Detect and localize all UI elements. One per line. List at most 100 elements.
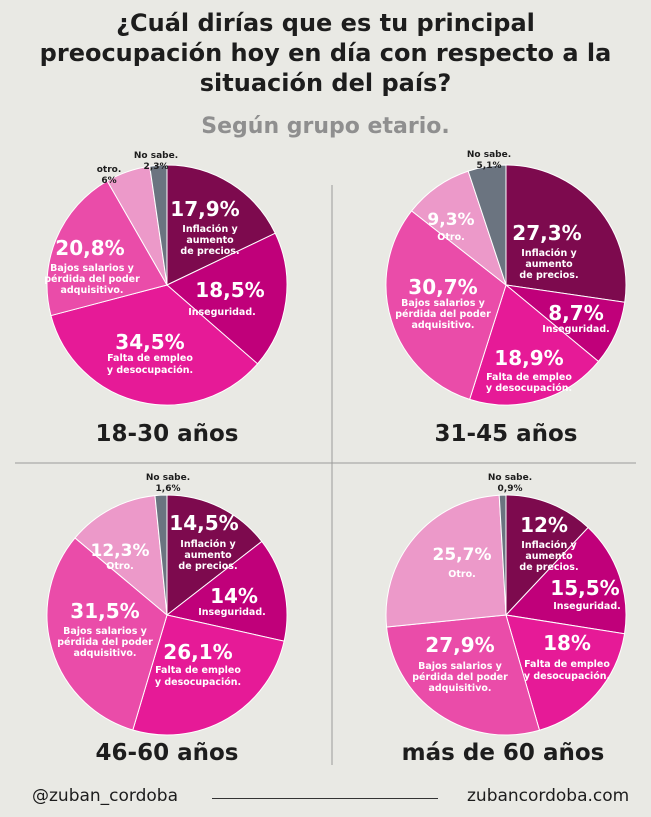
- label-salarios-pct: 31,5%: [70, 599, 139, 623]
- label-inseguridad-pct: 14%: [210, 584, 258, 608]
- slice-nosabe: [467, 164, 507, 286]
- label-inflacion-text: de precios.: [519, 562, 578, 573]
- label-inflacion-pct: 14,5%: [169, 511, 238, 535]
- slice-nosabe: [498, 494, 507, 616]
- title-line-3: situación del país?: [199, 69, 452, 97]
- label-inflacion-text: aumento: [525, 259, 573, 270]
- label-nosabe-name: No sabe.: [467, 150, 511, 160]
- label-inflacion-text: aumento: [186, 235, 234, 246]
- label-empleo-text: Falta de empleo: [155, 665, 241, 676]
- label-empleo-pct: 26,1%: [163, 640, 232, 664]
- label-inseguridad-text: Inseguridad.: [198, 607, 266, 618]
- label-salarios-text: pérdida del poder: [412, 672, 508, 683]
- label-salarios-text: Bajos salarios y: [63, 626, 148, 637]
- subtitle: Según grupo etario.: [201, 114, 450, 139]
- slice-salarios: [385, 210, 507, 400]
- label-empleo-text: Falta de empleo: [524, 659, 610, 670]
- label-empleo-text: y desocupación.: [486, 383, 572, 394]
- label-salarios-text: pérdida del poder: [395, 309, 491, 320]
- label-empleo-text: y desocupación.: [155, 677, 241, 688]
- slice-otro: [74, 495, 168, 617]
- label-salarios-pct: 30,7%: [408, 275, 477, 299]
- label-empleo-pct: 34,5%: [115, 330, 184, 354]
- label-nosabe-pct: 1,6%: [156, 484, 181, 494]
- label-inseguridad-text: Inseguridad.: [542, 324, 610, 335]
- title-line-2: preocupación hoy en día con respecto a l…: [39, 39, 612, 67]
- label-empleo-text: Falta de empleo: [107, 353, 193, 364]
- label-inflacion-text: de precios.: [178, 561, 237, 572]
- slice-salarios: [46, 180, 168, 317]
- chart-title-1: 18-30 años: [96, 421, 239, 447]
- label-nosabe-pct: 5,1%: [477, 161, 502, 171]
- label-salarios-text: adquisitivo.: [60, 285, 123, 296]
- slice-empleo: [469, 284, 600, 406]
- chart-title-3: 46-60 años: [96, 740, 239, 766]
- slice-otro: [385, 494, 507, 628]
- slice-nosabe: [149, 164, 168, 286]
- slice-inflacion: [505, 164, 627, 303]
- slice-inseguridad: [165, 540, 288, 642]
- footer-rule: [212, 798, 438, 799]
- label-inflacion-text: aumento: [184, 550, 232, 561]
- slice-inflacion: [505, 494, 589, 617]
- label-inseguridad-pct: 18,5%: [195, 278, 264, 302]
- label-inflacion-text: de precios.: [180, 246, 239, 257]
- label-inseguridad-pct: 8,7%: [548, 301, 603, 325]
- label-inseguridad-text: Inseguridad.: [553, 601, 621, 612]
- slice-empleo: [505, 614, 626, 731]
- label-nosabe-pct: 0,9%: [498, 484, 523, 494]
- label-nosabe-name: No sabe.: [146, 473, 190, 483]
- label-salarios-text: adquisitivo.: [428, 683, 491, 694]
- slice-empleo: [50, 284, 259, 406]
- label-salarios-pct: 20,8%: [55, 236, 124, 260]
- slice-inflacion: [166, 494, 263, 617]
- label-inflacion-text: Inflación y: [521, 248, 577, 259]
- title-line-1: ¿Cuál dirías que es tu principal: [116, 9, 535, 37]
- slice-inseguridad: [504, 526, 627, 635]
- label-inseguridad-text: Inseguridad.: [188, 307, 256, 318]
- label-empleo-text: y desocupación.: [524, 671, 610, 682]
- label-salarios-text: adquisitivo.: [411, 320, 474, 331]
- label-inflacion-text: Inflación y: [180, 539, 236, 550]
- chart-title-2: 31-45 años: [435, 421, 578, 447]
- label-salarios-text: pérdida del poder: [44, 274, 140, 285]
- label-nosabe-pct: 2,3%: [144, 162, 169, 172]
- chart-title-4: más de 60 años: [402, 740, 605, 766]
- label-empleo-text: y desocupación.: [107, 365, 193, 376]
- slice-empleo: [132, 614, 285, 736]
- page-title: ¿Cuál dirías que es tu principal preocup…: [0, 8, 651, 98]
- label-otro-text: Otro.: [448, 569, 475, 580]
- footer-site[interactable]: zubancordoba.com: [467, 786, 630, 806]
- label-empleo-pct: 18,9%: [494, 346, 563, 370]
- slice-nosabe: [154, 494, 168, 616]
- label-otro-pct: 25,7%: [433, 545, 492, 565]
- label-otro-pct: 12,3%: [91, 541, 150, 561]
- slice-salarios: [386, 614, 541, 736]
- label-inflacion-text: Inflación y: [182, 224, 238, 235]
- label-salarios-pct: 27,9%: [425, 633, 494, 657]
- slice-inflacion: [166, 164, 276, 286]
- label-inflacion-text: Inflación y: [521, 540, 577, 551]
- label-inflacion-pct: 12%: [520, 513, 568, 537]
- label-inseguridad-pct: 15,5%: [550, 576, 619, 600]
- slice-salarios: [46, 537, 168, 731]
- label-salarios-text: Bajos salarios y: [418, 661, 503, 672]
- label-inflacion-pct: 27,3%: [512, 221, 581, 245]
- label-salarios-text: Bajos salarios y: [50, 263, 135, 274]
- label-nosabe-name: No sabe.: [134, 151, 178, 161]
- label-salarios-text: Bajos salarios y: [401, 298, 486, 309]
- label-empleo-pct: 18%: [543, 631, 591, 655]
- slice-inseguridad: [166, 232, 288, 365]
- label-salarios-text: adquisitivo.: [73, 648, 136, 659]
- label-inflacion-pct: 17,9%: [170, 197, 239, 221]
- label-empleo-text: Falta de empleo: [486, 372, 572, 383]
- label-otro-pct: 9,3%: [427, 210, 474, 230]
- footer-handle[interactable]: @zuban_cordoba: [32, 786, 179, 806]
- label-otro-text: Otro.: [106, 561, 133, 572]
- label-otro-text: Otro.: [437, 232, 464, 243]
